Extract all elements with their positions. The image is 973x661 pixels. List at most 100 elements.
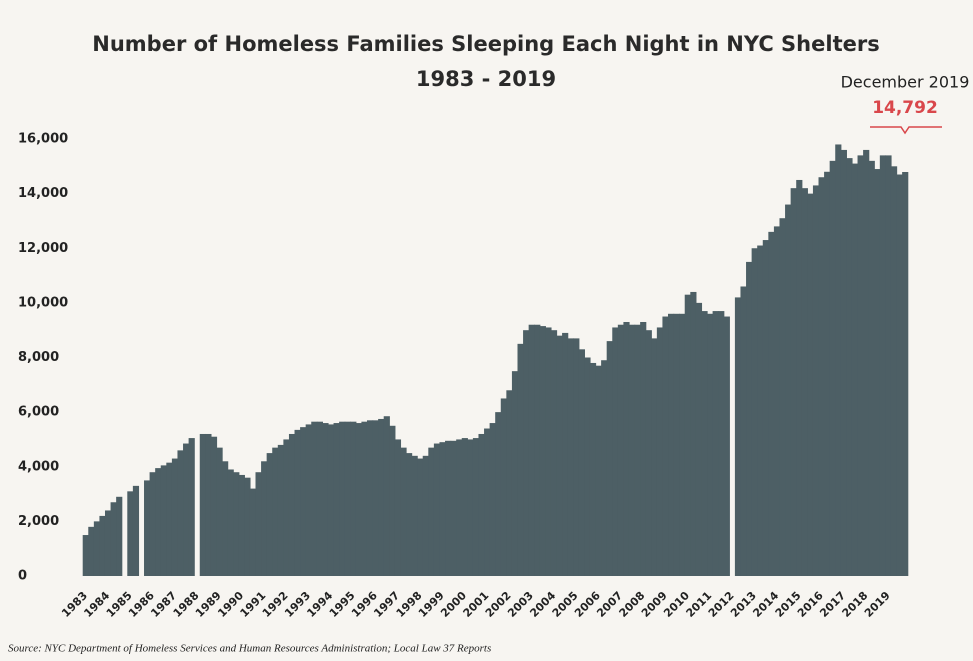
bar [796,179,803,576]
bar [249,488,257,576]
bar [617,324,625,576]
bar [896,174,903,576]
bar [768,231,775,577]
annotation-pointer [870,126,942,135]
bar [707,313,714,576]
bar [88,526,95,576]
bar [740,286,747,576]
bar [400,447,407,576]
bar [110,502,117,576]
bar [199,433,206,576]
bar [829,160,836,576]
bar [294,429,301,576]
bar [589,362,597,576]
bar [467,439,474,576]
bar [478,433,485,576]
bar [812,185,820,576]
bar [495,412,502,576]
bar [177,450,184,576]
bar [751,248,758,576]
bar [378,418,385,576]
bar [807,193,814,576]
bar [372,420,379,576]
bar [528,324,535,576]
bar [272,447,279,576]
source: Source: NYC Department of Homeless Servi… [8,643,491,655]
bar [433,443,441,576]
bar [890,166,898,576]
bar [316,421,323,576]
bar [584,357,591,576]
chart-subtitle: 1983 - 2019 [416,67,556,91]
bar [539,326,546,576]
y-tick-label: 4,000 [18,459,59,474]
bar [762,240,769,576]
bar [116,496,123,576]
bar [556,335,563,576]
bar [863,149,870,577]
bar [93,521,101,576]
bar [205,433,212,576]
y-tick-label: 6,000 [18,405,59,420]
bar [171,458,179,576]
bar [517,343,524,576]
bar [439,442,446,576]
bar [82,535,89,576]
bar [623,321,630,576]
bar [366,420,374,576]
bar [673,313,680,576]
bar [266,453,273,576]
bar [746,261,753,576]
bar [383,416,390,576]
bar [824,171,831,576]
bar [679,313,686,576]
bar [500,398,507,576]
y-tick-label: 10,000 [18,295,68,310]
bar [288,433,296,576]
bar [818,177,825,577]
bar [734,297,742,576]
bar [305,424,312,576]
bar [489,423,496,576]
bar [461,438,468,576]
bar [406,453,413,576]
bar [773,226,781,576]
bar [183,443,190,576]
bar [628,324,636,576]
bar [255,472,262,576]
bar [868,160,875,576]
bar [640,321,647,576]
bar [757,245,764,577]
bar [801,188,808,576]
bar [851,163,859,577]
bar [327,424,335,576]
bar [216,447,223,576]
bar [389,425,396,576]
y-tick-label: 14,000 [18,186,68,201]
bar [149,472,156,576]
bar [690,291,697,576]
bar [445,440,452,576]
bar [651,338,658,576]
bar [879,155,887,576]
bar [484,428,491,576]
bar [606,341,613,576]
bar [785,204,792,577]
bar [361,421,368,576]
bar [595,365,602,576]
bar [411,455,418,576]
bar [417,458,424,576]
bar [840,149,847,577]
bar [104,510,112,576]
bar [656,327,664,576]
bar [188,438,195,576]
bar [668,313,675,576]
bar [233,472,240,576]
bar [523,330,530,576]
bar [210,436,218,576]
bar [545,327,552,576]
annotation-date: December 2019 [841,73,970,92]
bar [645,330,652,576]
bar [222,461,229,576]
